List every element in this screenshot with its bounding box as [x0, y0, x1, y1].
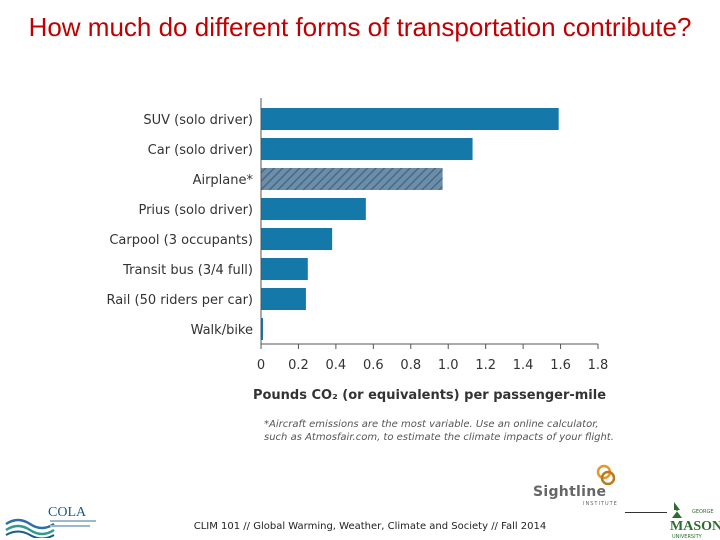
x-tick-label-1: 0.2	[288, 358, 309, 373]
footnote-line-1: *Aircraft emissions are the most variabl…	[264, 419, 599, 430]
cola-logo: COLA	[5, 505, 96, 538]
x-tick-label-8: 1.6	[550, 358, 571, 373]
sightline-swirl-icon	[596, 464, 616, 486]
gmu-logo: GEORGE MASON UNIVERSITY	[670, 502, 720, 540]
category-label-6: Rail (50 riders per car)	[106, 293, 253, 308]
bar-2	[261, 168, 443, 190]
category-label-4: Carpool (3 occupants)	[109, 233, 253, 248]
category-label-7: Walk/bike	[191, 323, 253, 338]
category-labels: SUV (solo driver) Car (solo driver) Airpla…	[106, 113, 253, 338]
x-ticks: 0 0.2 0.4 0.6 0.8 1.0 1.2 1.4 1.6 1.8	[257, 344, 608, 373]
category-label-5: Transit bus (3/4 full)	[122, 263, 253, 278]
gmu-top: GEORGE	[692, 509, 713, 515]
category-label-0: SUV (solo driver)	[143, 113, 253, 128]
footer-rule	[625, 512, 667, 513]
x-tick-label-5: 1.0	[438, 358, 459, 373]
bar-6	[261, 288, 306, 310]
bar-4	[261, 228, 333, 250]
gmu-main: MASON	[670, 519, 720, 534]
footer-caption: CLIM 101 // Global Warming, Weather, Cli…	[193, 521, 547, 532]
x-tick-label-9: 1.8	[588, 358, 609, 373]
x-tick-label-3: 0.6	[363, 358, 384, 373]
x-tick-label-6: 1.2	[475, 358, 496, 373]
x-axis-label: Pounds CO₂ (or equivalents) per passenge…	[253, 388, 606, 403]
bar-3	[261, 198, 366, 220]
sightline-sub: INSTITUTE	[583, 501, 618, 507]
x-tick-label-2: 0.4	[326, 358, 347, 373]
bar-chart: SUV (solo driver) Car (solo driver) Airpla…	[106, 98, 608, 403]
sightline-name: Sightline	[533, 484, 607, 500]
category-label-2: Airplane*	[193, 173, 254, 188]
bar-5	[261, 258, 308, 280]
bars	[261, 108, 559, 340]
bar-1	[261, 138, 473, 160]
x-tick-label-4: 0.8	[400, 358, 421, 373]
bar-0	[261, 108, 559, 130]
slide-title: How much do different forms of transport…	[28, 12, 692, 42]
footnote: *Aircraft emissions are the most variabl…	[264, 418, 644, 444]
sightline-logo: Sightline INSTITUTE	[533, 464, 623, 510]
cola-name: COLA	[48, 505, 87, 520]
category-label-3: Prius (solo driver)	[138, 203, 253, 218]
bar-7	[261, 318, 263, 340]
footnote-line-2: such as Atmosfair.com, to estimate the c…	[264, 432, 614, 443]
category-label-1: Car (solo driver)	[148, 143, 253, 158]
x-tick-label-7: 1.4	[513, 358, 534, 373]
gmu-bottom: UNIVERSITY	[672, 534, 703, 540]
x-tick-label-0: 0	[257, 358, 265, 373]
